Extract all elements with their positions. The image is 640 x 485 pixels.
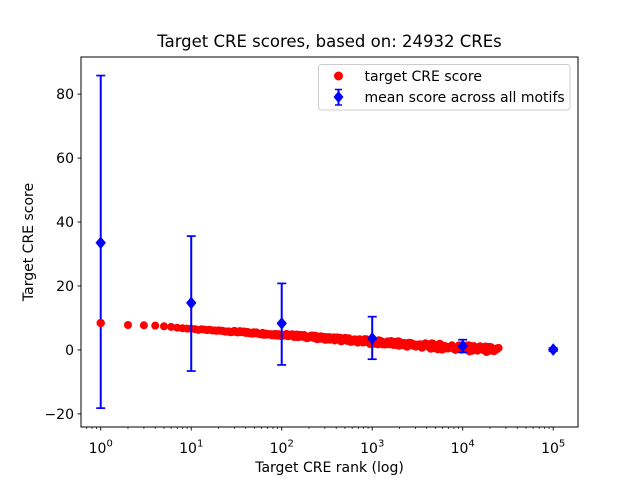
mean-diamond-marker [367,332,378,345]
red-scatter-point [139,321,148,330]
legend-marker-circle [334,71,343,81]
red-scatter-point [159,322,168,331]
x-tick-label: 103 [360,439,384,458]
mean-diamond-marker [276,317,287,330]
y-tick-label: 20 [56,279,74,295]
legend-box [318,64,571,111]
x-tick-label: 105 [541,439,565,458]
y-axis: −20 0 20 40 60 80 [44,87,81,423]
x-tick-label: 102 [270,439,294,458]
x-tick-label: 100 [89,439,113,458]
legend-label-mean-score: mean score across all motifs [365,90,565,106]
x-axis: 100 101 102 103 104 105 [86,427,565,458]
y-tick-label: 40 [56,215,74,231]
mean-diamond-marker [186,296,197,310]
legend-label-target-cre-score: target CRE score [365,69,482,85]
red-series [96,319,503,356]
y-tick-label: 80 [56,87,74,103]
legend-marker-diamond [333,91,344,103]
red-scatter-point [151,321,160,330]
chart-title: Target CRE scores, based on: 24932 CREs [156,32,502,51]
red-scatter-point-rank1 [96,318,105,328]
x-tick-label: 104 [451,439,475,458]
y-tick-label: 0 [65,343,74,359]
y-tick-label: 60 [56,151,74,167]
y-axis-label: Target CRE score [21,183,37,302]
blue-series [95,74,559,409]
mean-diamond-marker [457,339,468,353]
legend: target CRE score mean score across all mo… [318,64,571,111]
red-scatter-point [123,320,132,329]
mean-diamond-marker [95,236,106,250]
red-scatter-point [167,322,176,331]
x-axis-label: Target CRE rank (log) [254,460,404,476]
axes-box [80,56,579,428]
mean-diamond-marker [548,343,559,356]
red-scatter-point [494,343,503,352]
y-tick-label: −20 [44,407,74,423]
x-tick-label: 101 [179,439,203,458]
